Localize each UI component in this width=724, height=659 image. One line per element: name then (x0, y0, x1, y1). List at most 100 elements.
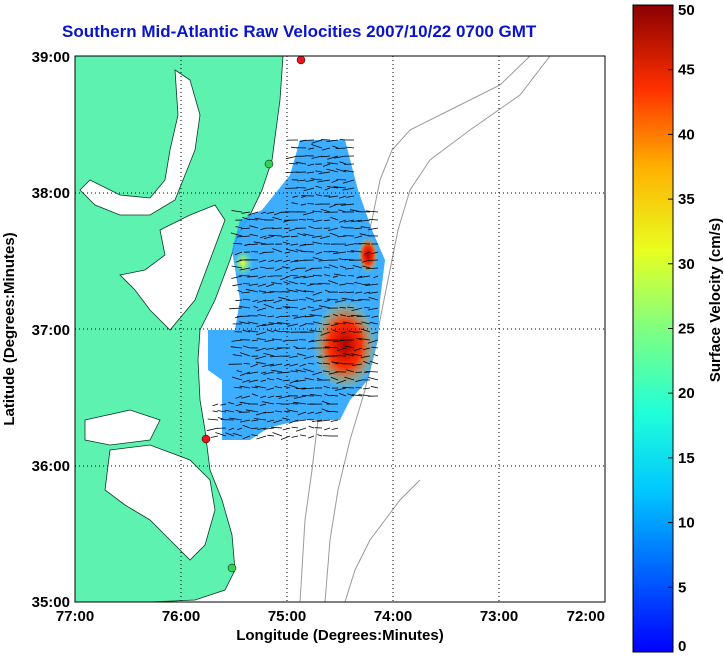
velocity-arrow (262, 291, 275, 294)
velocity-arrow (305, 297, 315, 301)
velocity-arrow (336, 179, 347, 181)
velocity-arrow (266, 283, 275, 288)
velocity-arrow (273, 299, 283, 304)
velocity-arrow (312, 371, 323, 376)
velocity-arrow (302, 211, 315, 216)
velocity-arrow (260, 211, 267, 214)
velocity-arrow (245, 409, 259, 413)
velocity-arrow (331, 361, 339, 365)
velocity-arrow (326, 410, 339, 413)
velocity-arrow (228, 402, 235, 405)
velocity-arrow (360, 328, 371, 333)
velocity-arrow (315, 194, 323, 197)
velocity-arrow (315, 185, 323, 189)
velocity-arrow (275, 410, 283, 413)
velocity-arrow (323, 251, 331, 253)
velocity-arrow (317, 419, 331, 422)
velocity-arrow (312, 210, 323, 213)
velocity-arrow (332, 145, 339, 149)
velocity-arrow (365, 267, 379, 270)
velocity-arrow (237, 290, 243, 293)
velocity-arrow (258, 290, 267, 293)
velocity-arrow (300, 251, 315, 253)
velocity-arrow (300, 203, 307, 206)
velocity-arrow (338, 195, 347, 199)
velocity-arrow (310, 267, 323, 269)
velocity-arrow (300, 434, 307, 437)
plot-frame (74, 55, 606, 603)
velocity-arrow (255, 347, 267, 352)
velocity-arrow (232, 283, 243, 287)
velocity-arrow (282, 331, 291, 333)
velocity-arrow (293, 395, 307, 399)
velocity-arrow (330, 376, 339, 381)
velocity-arrow (312, 291, 323, 296)
velocity-arrow (350, 315, 363, 317)
velocity-arrow (288, 384, 299, 389)
velocity-arrow (346, 291, 355, 294)
velocity-arrow (303, 187, 315, 192)
velocity-arrow (217, 410, 227, 413)
radar-station-north (296, 56, 306, 65)
y-tick-label: 39:00 (32, 49, 70, 66)
velocity-arrow (354, 235, 363, 239)
sound-water (104, 444, 216, 561)
velocity-arrow (263, 303, 275, 309)
velocity-arrow (324, 219, 331, 222)
velocity-arrow (340, 331, 347, 334)
velocity-arrow (288, 299, 299, 301)
velocity-arrow (346, 195, 355, 198)
velocity-arrow (323, 385, 331, 389)
x-axis-label: Longitude (Degrees:Minutes) (236, 627, 444, 644)
velocity-arrow (333, 155, 347, 159)
velocity-arrow (307, 306, 315, 309)
velocity-arrow (358, 243, 371, 245)
velocity-arrow (290, 275, 299, 277)
velocity-arrow (354, 227, 363, 230)
velocity-arrow (234, 251, 243, 256)
velocity-arrow (311, 235, 323, 238)
velocity-arrow (239, 371, 251, 376)
colorbar-label: Surface Velocity (cm/s) (707, 218, 724, 382)
velocity-arrow (247, 321, 259, 325)
velocity-arrow (210, 435, 219, 438)
velocity-arrow (280, 275, 291, 281)
velocity-arrow (298, 218, 307, 221)
velocity-arrow (293, 315, 307, 319)
velocity-arrow (254, 217, 267, 221)
velocity-arrow (337, 235, 347, 238)
velocity-arrow (263, 371, 275, 375)
velocity-arrow (364, 251, 371, 255)
velocity-arrow (309, 394, 323, 397)
velocity-arrow (335, 299, 347, 303)
velocity-arrow (324, 274, 331, 277)
velocity-arrow (330, 216, 339, 221)
velocity-arrow (282, 241, 291, 245)
velocity-arrow (326, 298, 339, 301)
velocity-arrow (362, 387, 371, 390)
velocity-arrow (368, 307, 379, 311)
velocity-arrow (231, 339, 243, 342)
x-tick-label: 74:00 (374, 608, 412, 625)
velocity-arrow (257, 283, 267, 287)
velocity-arrow (345, 267, 355, 270)
velocity-arrow (312, 419, 323, 422)
velocity-arrow (356, 315, 371, 317)
velocity-arrow (333, 186, 347, 189)
velocity-arrow (244, 243, 259, 246)
velocity-arrow (295, 289, 307, 293)
velocity-arrow (256, 307, 267, 311)
velocity-arrow (235, 409, 243, 413)
velocity-arrow (342, 179, 355, 184)
velocity-arrow (264, 339, 275, 342)
velocity-arrow (245, 288, 259, 293)
velocity-arrow (243, 283, 251, 285)
velocity-arrow (334, 322, 347, 325)
velocity-arrow (321, 400, 331, 405)
velocity-arrow (309, 314, 323, 317)
velocity-arrow (291, 435, 299, 438)
velocity-arrow (280, 435, 291, 440)
velocity-arrow (344, 376, 355, 381)
y-tick-label: 38:00 (32, 185, 70, 202)
velocity-arrow (215, 432, 227, 437)
